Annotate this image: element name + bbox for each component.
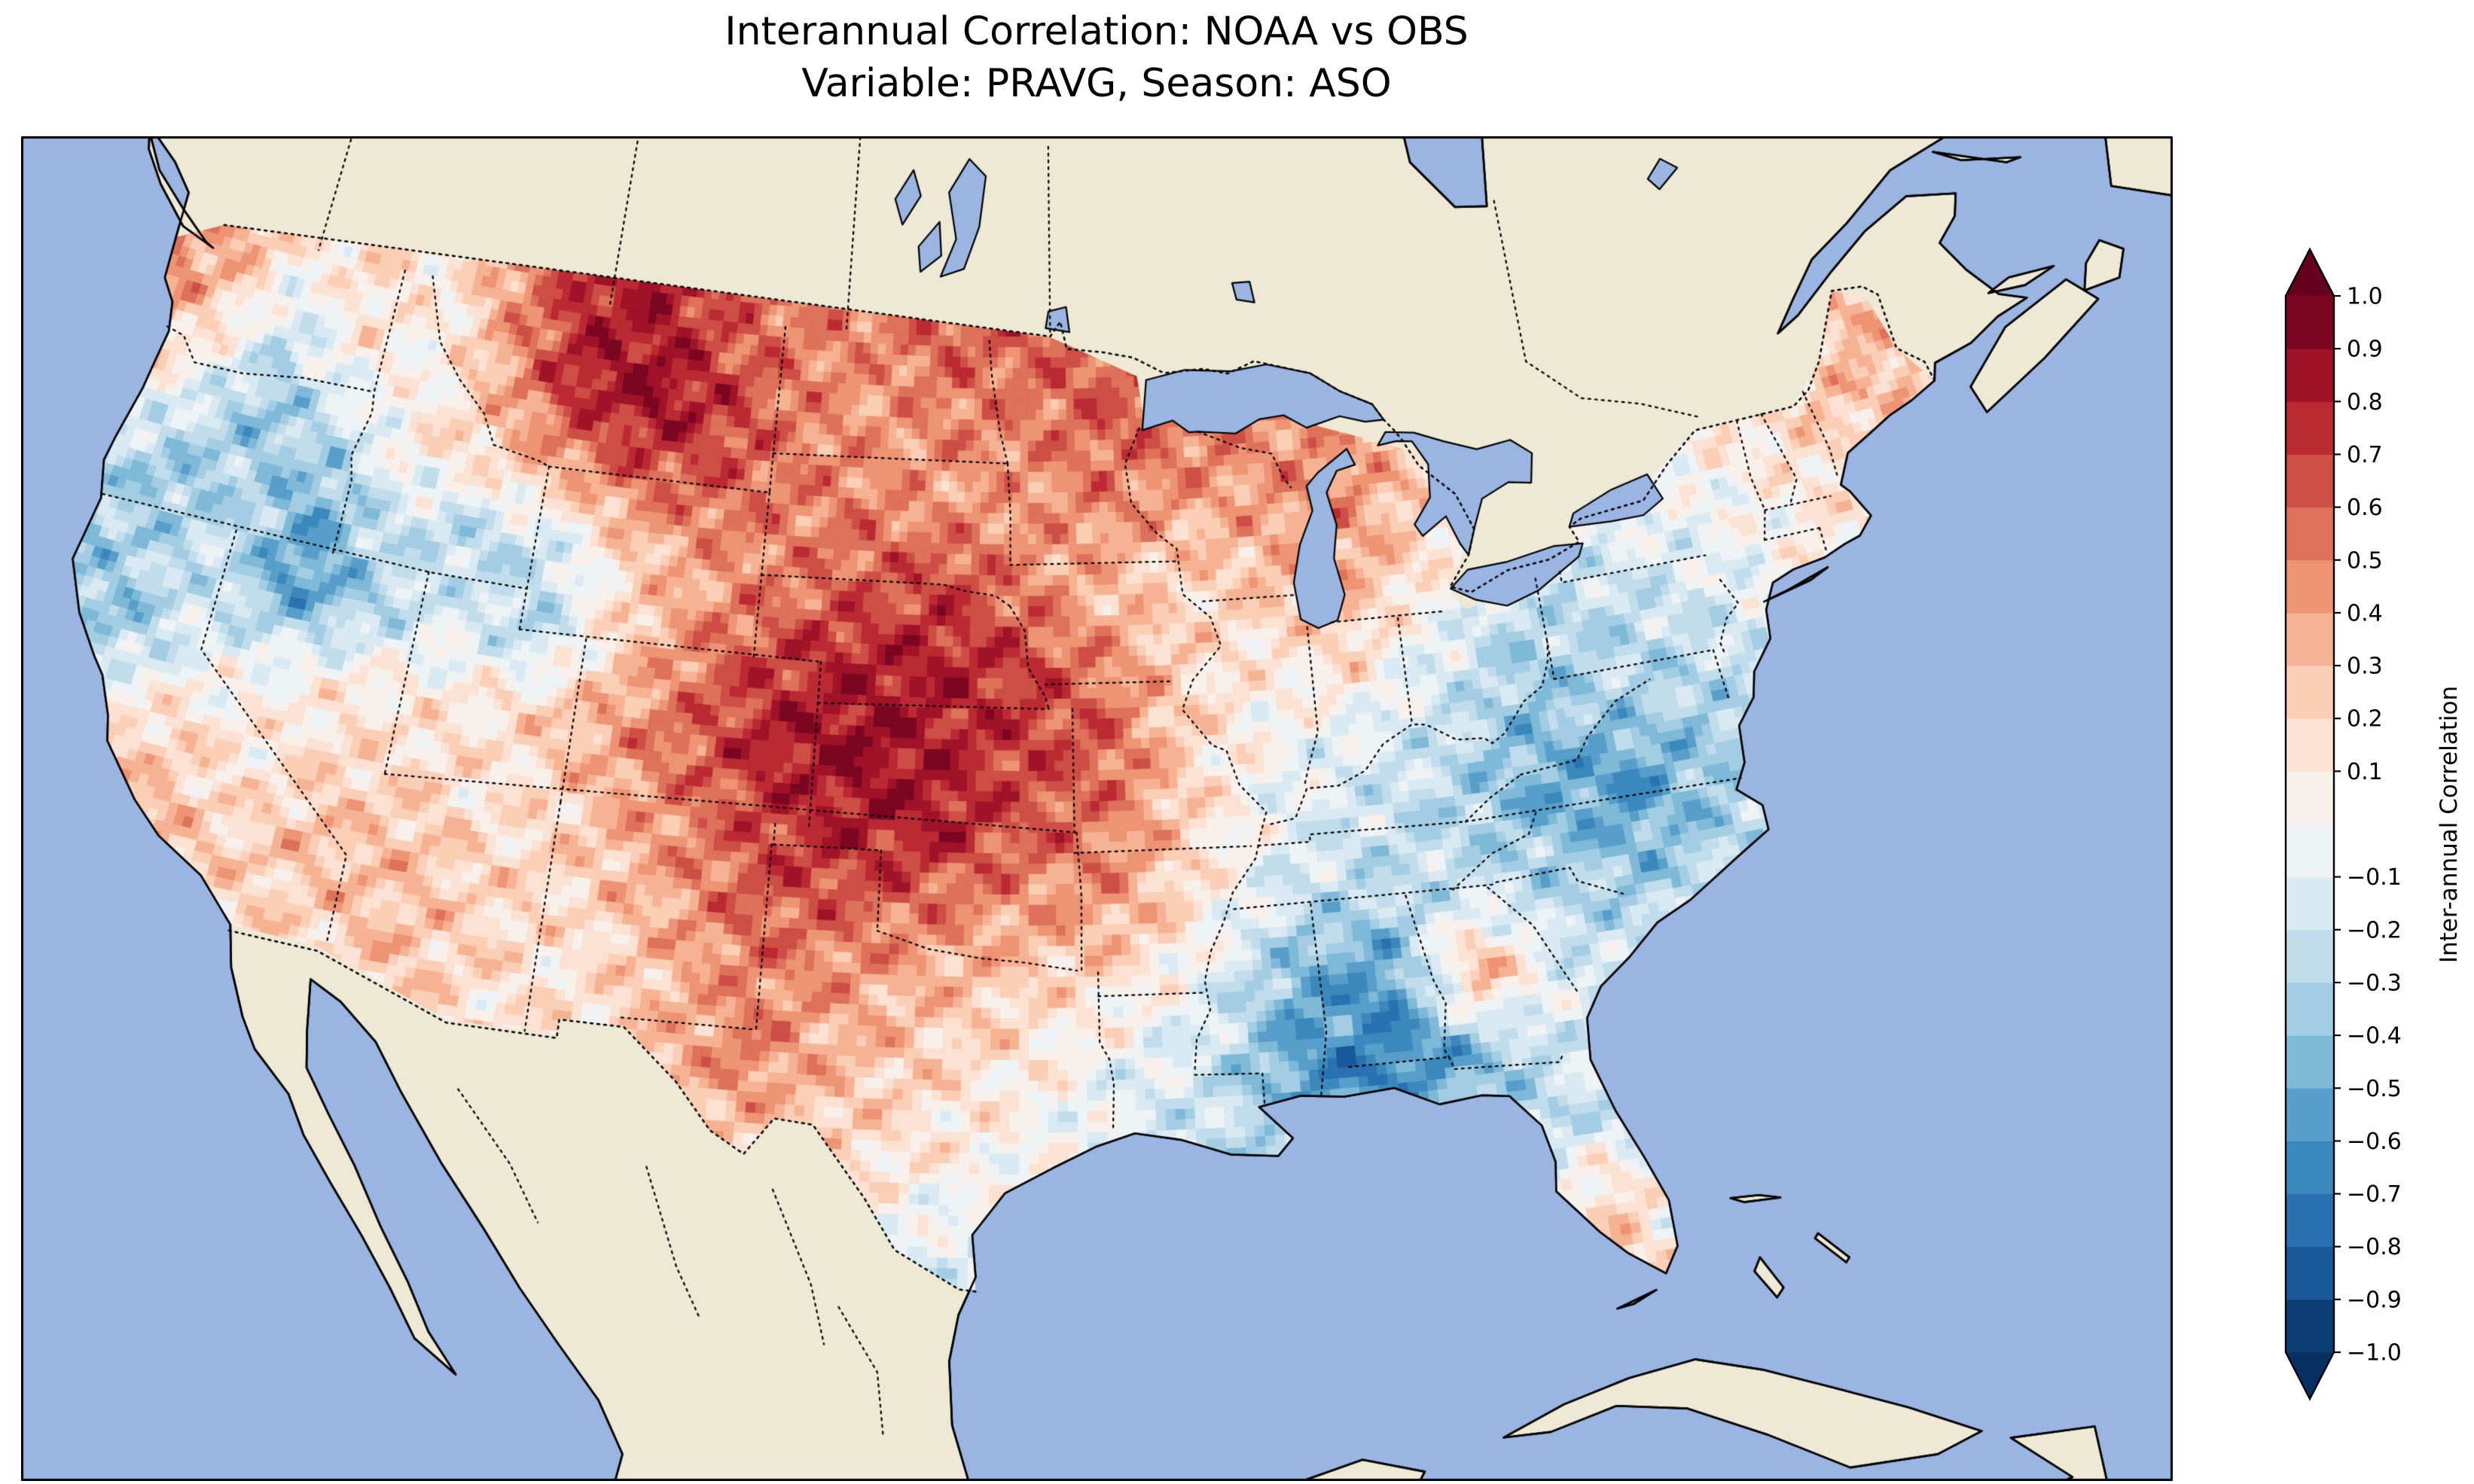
colorbar-segment [2286, 718, 2334, 772]
colorbar-tick-label: 0.7 [2347, 442, 2383, 468]
colorbar-tick-label: 0.8 [2347, 389, 2383, 416]
colorbar-tick-label: 0.1 [2347, 759, 2383, 785]
colorbar-extend-min [2286, 1352, 2334, 1399]
colorbar-segment [2286, 401, 2334, 455]
colorbar-segment [2286, 559, 2334, 614]
colorbar-tick-label: −0.3 [2347, 970, 2402, 996]
colorbar-tick-label: 1.0 [2347, 284, 2383, 310]
figure-title: Interannual Correlation: NOAA vs OBS Var… [725, 6, 1469, 109]
colorbar-tick-label: 0.4 [2347, 600, 2383, 626]
colorbar-tick-label: 0.5 [2347, 547, 2383, 574]
colorbar-segment [2286, 665, 2334, 719]
colorbar-extend-max [2286, 249, 2334, 296]
colorbar-tick-label: 0.6 [2347, 495, 2383, 521]
colorbar-tick-label: −0.4 [2347, 1023, 2402, 1050]
colorbar-segment [2286, 453, 2334, 508]
colorbar-segment [2286, 612, 2334, 666]
colorbar-segment [2286, 1299, 2334, 1353]
title-line-1: Interannual Correlation: NOAA vs OBS [725, 9, 1469, 54]
colorbar-tick-label: −0.2 [2347, 917, 2402, 943]
colorbar-tick-label: 0.3 [2347, 654, 2383, 680]
colorbar-segment [2286, 1246, 2334, 1300]
colorbar: 1.0 0.9 0.8 0.7 0.6 0.5 0.4 0.3 0.2 0.1 −0.1 −0.2 −0… [2284, 247, 2402, 1401]
colorbar-segment [2286, 1035, 2334, 1089]
colorbar-segment [2286, 507, 2334, 561]
colorbar-tick-label: −0.7 [2347, 1181, 2402, 1208]
colorbar-segment [2286, 982, 2334, 1036]
colorbar-tick-label: −0.9 [2347, 1287, 2402, 1313]
colorbar-tick-label: −0.8 [2347, 1234, 2402, 1260]
colorbar-tick-label: 0.2 [2347, 706, 2383, 733]
colorbar-tick-label: −0.6 [2347, 1129, 2402, 1155]
colorbar-segment [2286, 1087, 2334, 1141]
colorbar-segment [2286, 876, 2334, 931]
colorbar-segment [2286, 770, 2334, 824]
colorbar-segment [2286, 1140, 2334, 1195]
colorbar-tick-label: −0.1 [2347, 864, 2402, 891]
colorbar-segment [2286, 295, 2334, 349]
title-line-2: Variable: PRAVG, Season: ASO [801, 60, 1392, 106]
colorbar-axis-label: Inter-annual Correlation [2436, 685, 2463, 964]
colorbar-segment [2286, 929, 2334, 983]
colorbar-segment [2286, 348, 2334, 402]
colorbar-tick-label: −0.5 [2347, 1076, 2402, 1102]
colorbar-tick-label: 0.9 [2347, 337, 2383, 363]
map-canvas [21, 136, 2173, 1481]
colorbar-segment [2286, 1193, 2334, 1248]
colorbar-tick-label: −1.0 [2347, 1340, 2402, 1367]
colorbar-segment [2286, 824, 2334, 878]
